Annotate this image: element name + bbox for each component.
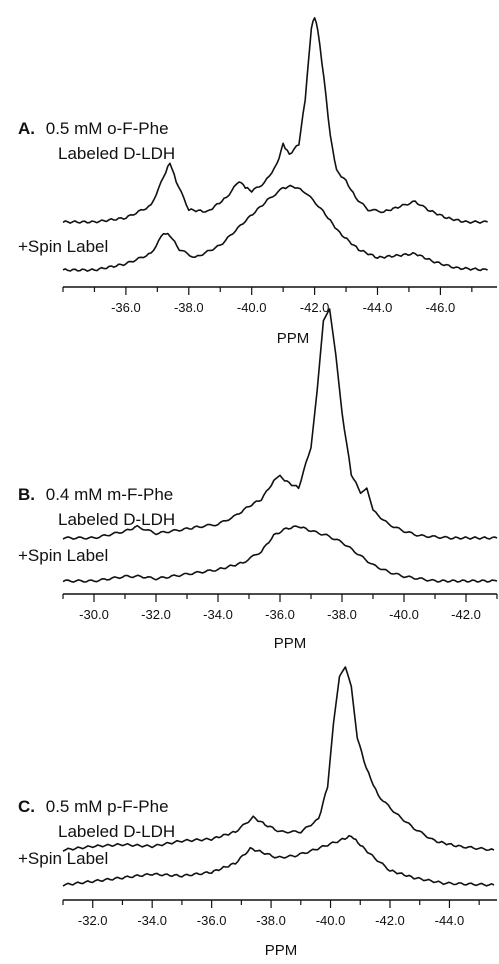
panel-b-tick-label: -42.0	[451, 607, 481, 622]
panel-a: A. 0.5 mM o-F-Phe Labeled D-LDH +Spin La…	[18, 17, 497, 347]
panel-b-tick-label: -40.0	[389, 607, 419, 622]
panel-c-tick-label: -42.0	[375, 913, 405, 928]
svg-text:A. 0.5 mM o-F-Phe: A. 0.5 mM o-F-Phe	[18, 119, 169, 138]
panel-b-letter: B.	[18, 485, 35, 504]
panel-b-x-axis-label: PPM	[274, 635, 307, 652]
panel-b-spin-label: +Spin Label	[18, 546, 108, 565]
panel-c-tick-label: -34.0	[137, 913, 167, 928]
panel-b-tick-label: -34.0	[203, 607, 233, 622]
panel-a-tick-label: -36.0	[111, 300, 141, 315]
panel-a-tick-label: -44.0	[363, 300, 393, 315]
panel-a-trace-labeled	[62, 17, 488, 224]
panel-c-title-line1: 0.5 mM p-F-Phe	[46, 797, 169, 816]
panel-c-x-axis-label: PPM	[265, 942, 298, 959]
panel-c-tick-label: -44.0	[435, 913, 465, 928]
panel-c-tick-label: -32.0	[78, 913, 108, 928]
panel-a-title-line1: 0.5 mM o-F-Phe	[46, 119, 169, 138]
panel-c-trace-labeled	[62, 666, 495, 852]
panel-a-tick-label: -46.0	[426, 300, 456, 315]
panel-c-spin-label: +Spin Label	[18, 849, 108, 868]
panel-c: C. 0.5 mM p-F-Phe Labeled D-LDH +Spin La…	[18, 666, 497, 959]
panel-c-ticks: -32.0 -34.0 -36.0 -38.0 -40.0 -42.0 -44.0	[62, 900, 480, 928]
panel-b-tick-label: -36.0	[265, 607, 295, 622]
panel-c-letter: C.	[18, 797, 35, 816]
svg-text:C. 0.5 mM p-F-Phe: C. 0.5 mM p-F-Phe	[18, 797, 169, 816]
panel-a-x-axis-label: PPM	[277, 330, 310, 347]
panel-c-tick-label: -38.0	[256, 913, 286, 928]
panel-c-tick-label: -36.0	[197, 913, 227, 928]
panel-a-tick-label: -38.0	[174, 300, 204, 315]
panel-b-tick-label: -30.0	[79, 607, 109, 622]
panel-c-trace-spin-label	[62, 834, 495, 887]
panel-b-trace-spin-label	[62, 525, 498, 583]
panel-a-spin-label: +Spin Label	[18, 237, 108, 256]
panel-c-tick-label: -40.0	[316, 913, 346, 928]
panel-b-ticks: -30.0 -32.0 -34.0 -36.0 -38.0 -40.0 -42.0	[62, 594, 498, 622]
panel-a-ticks: -36.0 -38.0 -40.0 -42.0 -44.0 -46.0	[62, 287, 473, 315]
panel-b: B. 0.4 mM m-F-Phe Labeled D-LDH +Spin La…	[18, 308, 498, 652]
panel-b-title-line2: Labeled D-LDH	[58, 510, 175, 529]
svg-text:B. 0.4 mM m-F-Phe: B. 0.4 mM m-F-Phe	[18, 485, 173, 504]
panel-c-title-line2: Labeled D-LDH	[58, 822, 175, 841]
panel-a-letter: A.	[18, 119, 35, 138]
panel-a-tick-label: -40.0	[237, 300, 267, 315]
panel-b-tick-label: -38.0	[327, 607, 357, 622]
panel-a-tick-label: -42.0	[300, 300, 330, 315]
panel-b-trace-labeled	[62, 308, 498, 540]
panel-a-trace-spin-label	[62, 184, 488, 272]
panel-a-title-line2: Labeled D-LDH	[58, 144, 175, 163]
panel-b-tick-label: -32.0	[141, 607, 171, 622]
panel-b-title-line1: 0.4 mM m-F-Phe	[46, 485, 174, 504]
